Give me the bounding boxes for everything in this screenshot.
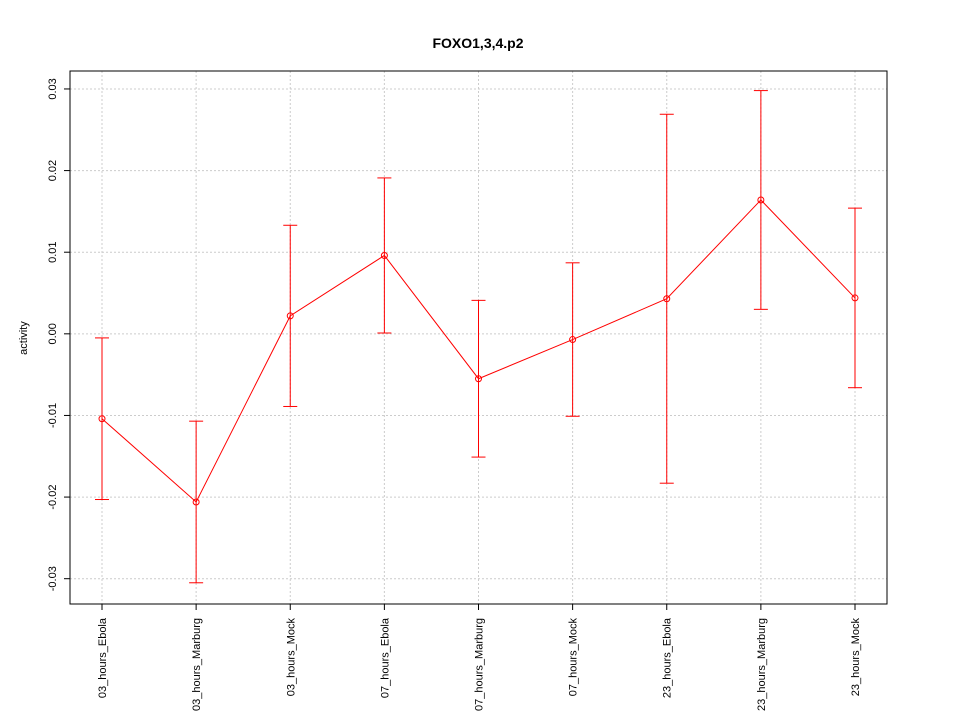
error-bar xyxy=(753,90,768,310)
error-bar xyxy=(659,113,674,484)
error-bar xyxy=(565,262,580,417)
x-tick-label: 23_hours_Marburg xyxy=(756,618,768,711)
point xyxy=(286,312,294,320)
x-tick-label: 23_hours_Mock xyxy=(850,618,862,697)
y-axis-label: activity xyxy=(18,321,30,355)
y-tick-label: 0.00 xyxy=(47,323,59,344)
error-bar xyxy=(471,299,486,458)
x-tick-label: 23_hours_Ebola xyxy=(662,617,674,698)
plot-frame xyxy=(69,70,888,605)
error-bar xyxy=(283,224,298,407)
x-tick-label: 03_hours_Marburg xyxy=(191,618,203,711)
point xyxy=(192,498,200,506)
error-bar xyxy=(95,337,110,501)
error-bar xyxy=(847,207,862,389)
point xyxy=(569,336,577,344)
x-tick-label: 03_hours_Ebola xyxy=(97,617,109,698)
error-bar xyxy=(377,177,392,334)
y-tick-label: 0.01 xyxy=(47,241,59,262)
error-bar xyxy=(189,420,204,584)
x-tick-label: 07_hours_Ebola xyxy=(379,617,391,698)
y-tick-label: -0.01 xyxy=(47,403,59,428)
x-tick-label: 07_hours_Mock xyxy=(568,618,580,697)
y-tick-label: -0.03 xyxy=(47,566,59,591)
y-tick-label: -0.02 xyxy=(47,485,59,510)
x-tick-label: 07_hours_Marburg xyxy=(474,618,486,711)
point xyxy=(757,196,765,204)
x-tick-label: 03_hours_Mock xyxy=(285,618,297,697)
point xyxy=(663,295,671,303)
chart-title: FOXO1,3,4.p2 xyxy=(432,35,523,51)
y-tick-label: 0.02 xyxy=(47,160,59,181)
point xyxy=(380,251,388,259)
y-tick-label: 0.03 xyxy=(47,78,59,99)
point xyxy=(475,375,482,383)
point xyxy=(98,415,106,423)
point xyxy=(851,294,859,302)
